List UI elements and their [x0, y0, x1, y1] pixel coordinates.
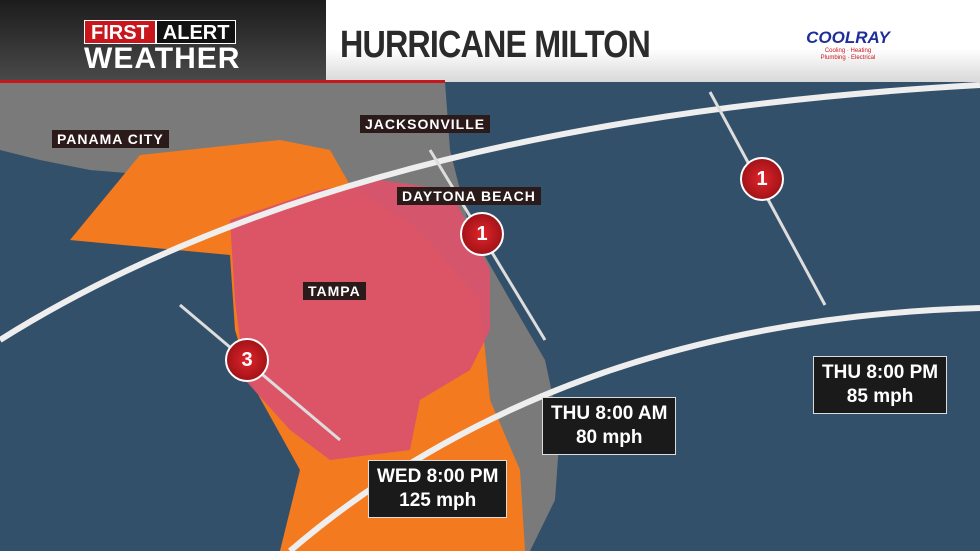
forecast-time: THU 8:00 AM — [551, 403, 668, 424]
logo-weather: WEATHER — [84, 42, 241, 75]
sponsor-tagline: Cooling · Heating — [824, 48, 872, 54]
forecast-wind: 80 mph — [575, 427, 643, 448]
page-title: HURRICANE MILTON — [340, 24, 651, 66]
forecast-time: WED 8:00 PM — [377, 466, 499, 487]
sponsor-logo: COOLRAY Cooling · Heating Plumbing · Ele… — [793, 28, 903, 62]
city-label-panama-city: PANAMA CITY — [52, 130, 169, 148]
forecast-point-label: THU 8:00 PM 85 mph — [813, 356, 948, 414]
forecast-time: THU 8:00 PM — [822, 362, 939, 383]
logo-first: FIRST — [84, 20, 156, 44]
forecast-point-label: THU 8:00 AM 80 mph — [542, 397, 677, 455]
forecast-wind: 125 mph — [399, 490, 477, 511]
hurricane-warning-area — [230, 180, 490, 460]
hurricane-icon: 1 — [460, 212, 504, 256]
header-accent-line — [0, 80, 445, 83]
forecast-wind: 85 mph — [846, 386, 914, 407]
hurricane-icon: 1 — [740, 157, 784, 201]
logo-alert: ALERT — [155, 20, 237, 44]
header-title-panel — [326, 0, 980, 82]
sponsor-name: COOLRAY — [806, 28, 890, 47]
cone-upper-edge — [0, 82, 980, 343]
sponsor-tagline: Plumbing · Electrical — [820, 55, 876, 61]
first-alert-weather-logo: FIRST ALERT WEATHER — [84, 20, 270, 74]
city-label-jacksonville: JACKSONVILLE — [360, 115, 491, 133]
city-label-daytona-beach: DAYTONA BEACH — [397, 187, 541, 205]
city-label-tampa: TAMPA — [303, 282, 366, 300]
hurricane-icon: 3 — [225, 338, 269, 382]
forecast-point-label: WED 8:00 PM 125 mph — [368, 460, 508, 518]
